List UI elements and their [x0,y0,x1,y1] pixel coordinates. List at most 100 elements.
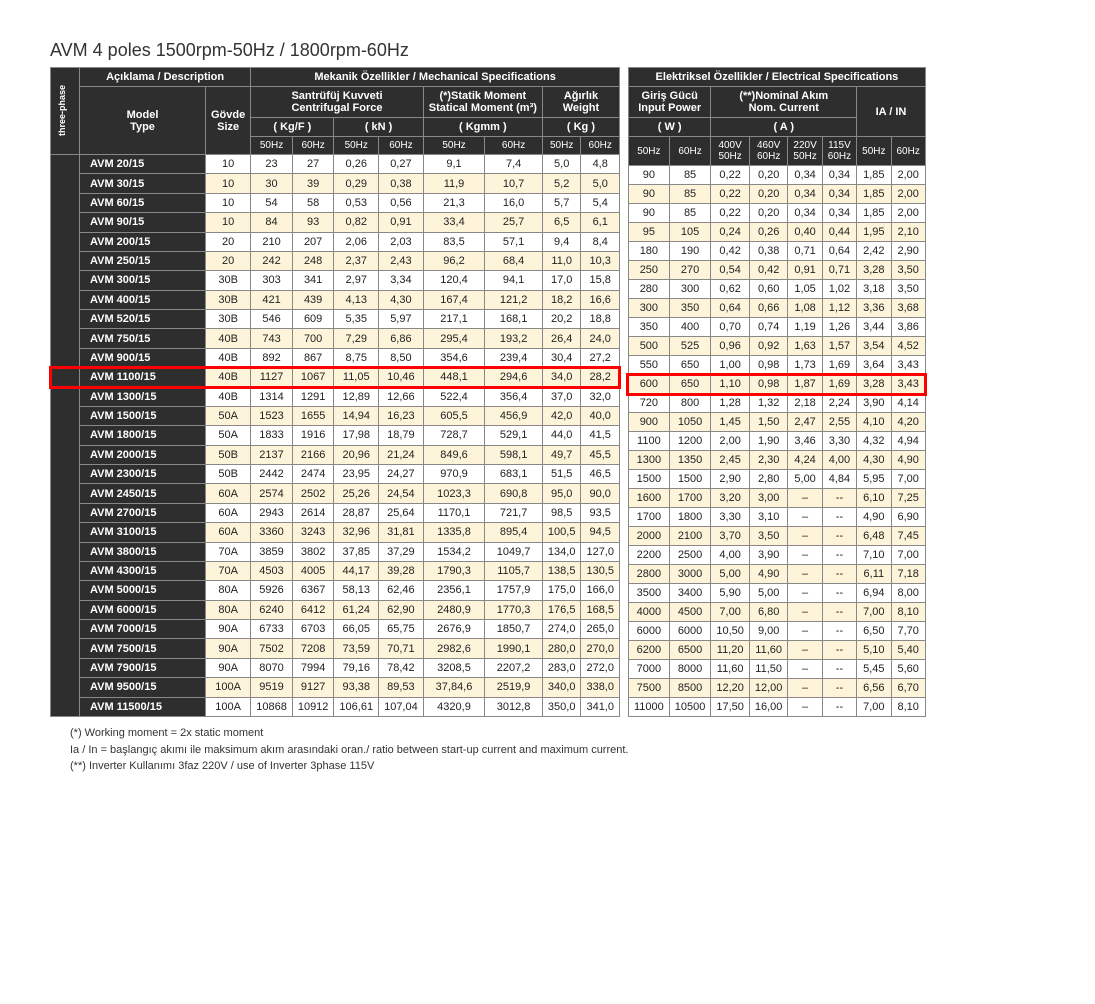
hdr-watts: ( W ) [628,118,710,137]
data-cell: 1,02 [822,280,856,299]
data-cell: 2,45 [711,451,750,470]
data-cell: 720 [628,394,669,413]
data-cell: 46,5 [581,465,620,484]
hdr-input-power: Giriş Gücü Input Power [628,87,710,118]
model-cell: AVM 750/15 [80,329,206,348]
data-cell: 1127 [251,368,293,387]
data-cell: 166,0 [581,581,620,600]
model-cell: AVM 30/15 [80,174,206,193]
footnote-3: (**) Inverter Kullanımı 3faz 220V / use … [70,758,1045,775]
data-cell: 340,0 [542,678,581,697]
data-cell: 1500 [628,470,669,489]
table-row: AVM 2000/1550B2137216620,9621,24849,6598… [51,445,620,464]
data-cell: 21,24 [379,445,424,464]
footnote-2: Ia / In = başlangıç akımı ile maksimum a… [70,742,1045,759]
data-cell: 62,90 [379,600,424,619]
hdr-centrifugal: Santrüfüj Kuvveti Centrifugal Force [251,87,424,118]
hdr-model: Model Type [80,87,206,155]
data-cell: 0,42 [711,242,750,261]
data-cell: 3,68 [891,299,925,318]
data-cell: -- [822,489,856,508]
data-cell: 7000 [628,660,669,679]
data-cell: 0,74 [749,318,788,337]
data-cell: 7,00 [857,698,891,717]
data-cell: 5,4 [581,193,620,212]
data-cell: 8,10 [891,698,925,717]
data-cell: 2100 [669,527,711,546]
table-row: 280030005,004,90–--6,117,18 [628,565,925,584]
data-cell: 265,0 [581,620,620,639]
electrical-table: Elektriksel Özellikler / Electrical Spec… [628,67,926,717]
data-cell: 300 [669,280,711,299]
data-cell: 5,97 [379,310,424,329]
hdr-static-moment: (*)Statik Moment Statical Moment (m³) [423,87,542,118]
table-row: AVM 6000/1580A6240641261,2462,902480,917… [51,600,620,619]
data-cell: 90 [628,204,669,223]
data-cell: 2,24 [822,394,856,413]
table-row: AVM 3100/1560A3360324332,9631,811335,889… [51,523,620,542]
data-cell: 1700 [669,489,711,508]
data-cell: 10 [206,213,251,232]
data-cell: 2000 [628,527,669,546]
data-cell: 20 [206,232,251,251]
model-cell: AVM 20/15 [80,155,206,174]
data-cell: 168,5 [581,600,620,619]
data-cell: – [788,622,822,641]
data-cell: 2,10 [891,223,925,242]
data-cell: 3,90 [749,546,788,565]
data-cell: 27 [292,155,334,174]
data-cell: 100A [206,697,251,717]
data-cell: 5,2 [542,174,581,193]
data-cell: 11,20 [711,641,750,660]
data-cell: 0,27 [379,155,424,174]
data-cell: 2480,9 [423,600,485,619]
data-cell: 0,91 [379,213,424,232]
table-row: AVM 900/1540B8928678,758,50354,6239,430,… [51,348,620,367]
data-cell: 2,30 [749,451,788,470]
data-cell: 94,1 [485,271,543,290]
model-cell: AVM 1500/15 [80,406,206,425]
data-cell: 280 [628,280,669,299]
table-row: 6200650011,2011,60–--5,105,40 [628,641,925,660]
data-cell: 3,70 [711,527,750,546]
data-cell: 70A [206,561,251,580]
model-cell: AVM 60/15 [80,193,206,212]
table-row: 7500850012,2012,00–--6,566,70 [628,679,925,698]
data-cell: 2207,2 [485,658,543,677]
hdr-nominal-current: (**)Nominal Akım Nom. Current [711,87,857,118]
sub-50hz: 50Hz [857,137,891,166]
data-cell: 500 [628,337,669,356]
hdr-iain: IA / IN [857,87,926,137]
data-cell: 3,46 [788,432,822,451]
data-cell: 3,50 [749,527,788,546]
data-cell: 93,38 [334,678,379,697]
table-row: AVM 520/1530B5466095,355,97217,1168,120,… [51,310,620,329]
data-cell: 1,69 [822,356,856,375]
data-cell: 90 [628,166,669,185]
data-cell: 49,7 [542,445,581,464]
data-cell: 20,2 [542,310,581,329]
data-cell: -- [822,565,856,584]
data-cell: 272,0 [581,658,620,677]
data-cell: 600 [628,375,669,394]
data-cell: 25,7 [485,213,543,232]
data-cell: 354,6 [423,348,485,367]
data-cell: 3,30 [822,432,856,451]
data-cell: 30B [206,271,251,290]
data-cell: 598,1 [485,445,543,464]
model-cell: AVM 7500/15 [80,639,206,658]
model-cell: AVM 5000/15 [80,581,206,600]
data-cell: 11,0 [542,251,581,270]
data-cell: 6367 [292,581,334,600]
data-cell: 2166 [292,445,334,464]
data-cell: 280,0 [542,639,581,658]
data-cell: 17,98 [334,426,379,445]
table-row: 110012002,001,903,463,304,324,94 [628,432,925,451]
data-cell: 294,6 [485,368,543,387]
data-cell: 10 [206,174,251,193]
table-row: AVM 300/1530B3033412,973,34120,494,117,0… [51,271,620,290]
table-row: 2502700,540,420,910,713,283,50 [628,261,925,280]
data-cell: 3,43 [891,375,925,394]
table-row: AVM 5000/1580A5926636758,1362,462356,117… [51,581,620,600]
table-row: AVM 7500/1590A7502720873,5970,712982,619… [51,639,620,658]
